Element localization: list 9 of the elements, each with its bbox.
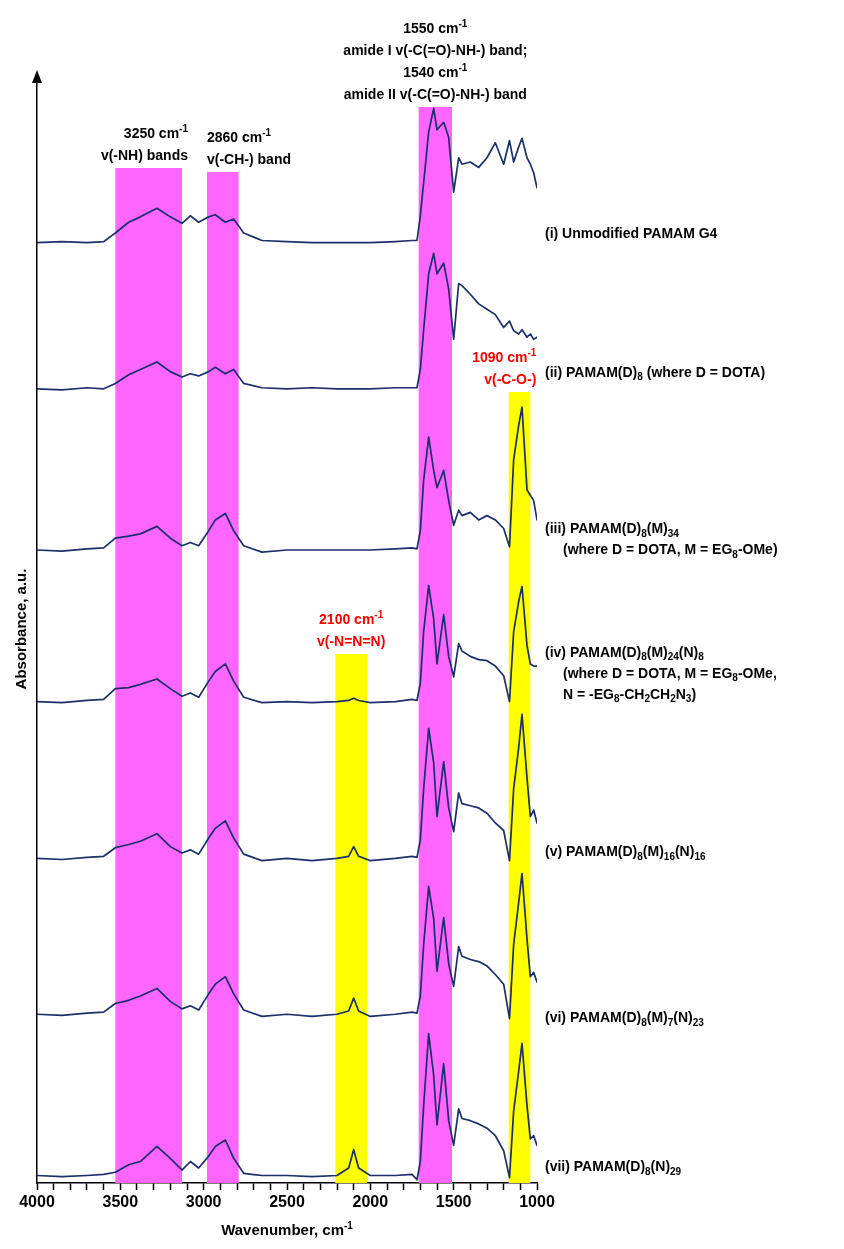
x-tick-label: 2500 <box>269 1193 305 1211</box>
x-tick-label: 1500 <box>435 1193 472 1211</box>
y-axis-title: Absorbance, a.u. <box>12 568 29 690</box>
x-tick-label: 1000 <box>519 1193 555 1211</box>
x-tick-label: 3000 <box>185 1193 222 1211</box>
text: (i) Unmodified PAMAM G4 <box>545 224 718 241</box>
x-tick-label: 3500 <box>102 1193 139 1211</box>
x-tick-label: 2000 <box>352 1193 389 1211</box>
x-tick-label: 4000 <box>19 1193 55 1211</box>
